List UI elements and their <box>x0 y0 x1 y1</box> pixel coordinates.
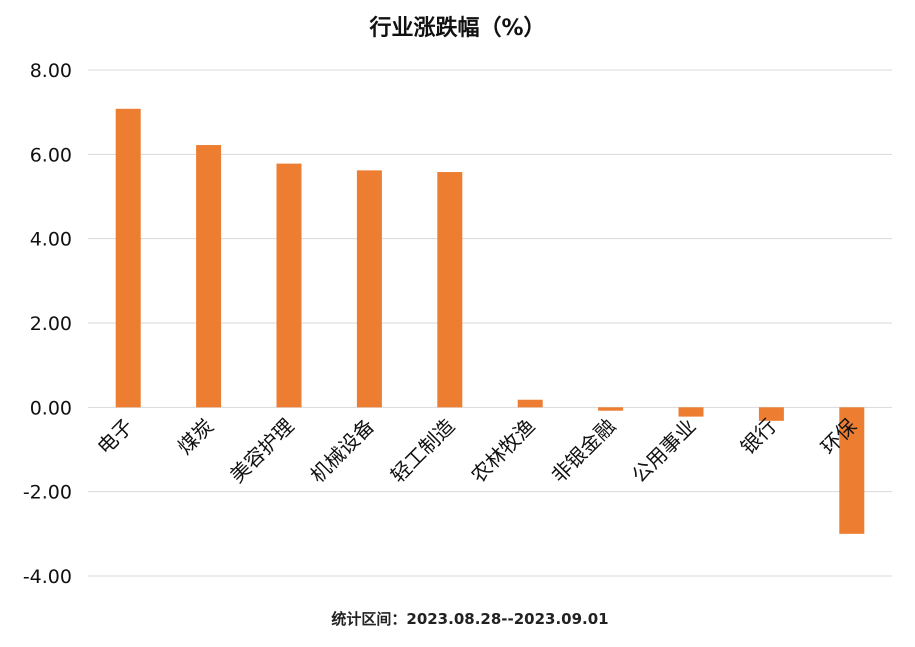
y-tick-label: -4.00 <box>23 566 72 588</box>
bar <box>598 407 624 411</box>
bar <box>276 163 302 408</box>
bar <box>437 172 463 408</box>
bar <box>356 170 382 408</box>
y-tick-label: 0.00 <box>30 397 72 419</box>
bar <box>678 407 704 417</box>
bar <box>839 407 865 534</box>
y-tick-label: 8.00 <box>30 60 72 82</box>
bar <box>115 108 141 408</box>
y-tick-label: 4.00 <box>30 229 72 251</box>
x-tick-label: 美容护理 <box>225 414 299 488</box>
bar <box>758 407 784 421</box>
x-tick-label: 非银金融 <box>547 414 621 488</box>
chart-footnote: 统计区间：2023.08.28--2023.09.01 <box>331 610 609 628</box>
x-tick-label: 机械设备 <box>305 414 379 488</box>
y-tick-label: 6.00 <box>30 144 72 166</box>
chart-title: 行业涨跌幅（%） <box>369 16 546 41</box>
bar <box>517 399 543 408</box>
y-tick-label: 2.00 <box>30 313 72 335</box>
x-tick-label: 电子 <box>92 414 137 459</box>
x-tick-label: 煤炭 <box>173 414 218 459</box>
x-tick-label: 农林牧渔 <box>466 414 540 488</box>
x-tick-label: 轻工制造 <box>386 414 460 488</box>
bar <box>196 145 222 408</box>
y-tick-label: -2.00 <box>23 482 72 504</box>
x-tick-label: 公用事业 <box>627 414 701 488</box>
